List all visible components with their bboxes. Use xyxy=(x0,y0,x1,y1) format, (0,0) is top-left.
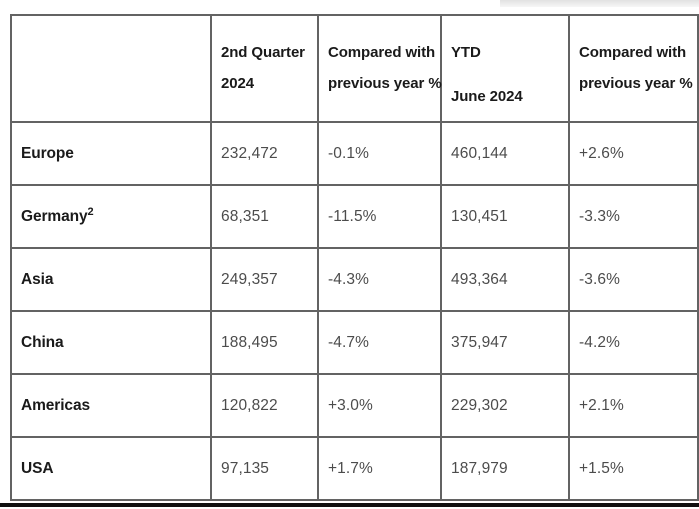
ytd-vs-prev-year-value: +2.1% xyxy=(568,373,699,438)
ytd-vs-prev-year-value: +1.5% xyxy=(568,436,699,501)
ytd-june-2024-value: 229,302 xyxy=(440,373,570,438)
region-label: USA xyxy=(10,436,212,501)
table-row-europe: Europe 232,472 -0.1% 460,144 +2.6% xyxy=(10,121,699,186)
ytd-vs-prev-year-value: -3.3% xyxy=(568,184,699,249)
column-header-ytd-vs-prev-year: Compared with previous year % xyxy=(568,14,699,123)
column-header-ytd-june-2024: YTD June 2024 xyxy=(440,14,570,123)
q2-vs-prev-year-value: -4.3% xyxy=(317,247,442,312)
bottom-divider-rule xyxy=(0,503,699,507)
q2-vs-prev-year-value: +3.0% xyxy=(317,373,442,438)
q2-vs-prev-year-value: -11.5% xyxy=(317,184,442,249)
ytd-june-2024-value: 493,364 xyxy=(440,247,570,312)
column-header-q2-2024: 2nd Quarter 2024 xyxy=(210,14,319,123)
column-header-q2-vs-prev-year: Compared with previous year % xyxy=(317,14,442,123)
q2-vs-prev-year-value: -4.7% xyxy=(317,310,442,375)
region-label: China xyxy=(10,310,212,375)
q2-2024-value: 120,822 xyxy=(210,373,319,438)
q2-2024-value: 249,357 xyxy=(210,247,319,312)
ytd-june-2024-value: 460,144 xyxy=(440,121,570,186)
table-row-usa: USA 97,135 +1.7% 187,979 +1.5% xyxy=(10,436,699,501)
ytd-june-2024-value: 375,947 xyxy=(440,310,570,375)
footnote-superscript: 2 xyxy=(87,205,94,218)
table-row-americas: Americas 120,822 +3.0% 229,302 +2.1% xyxy=(10,373,699,438)
ytd-vs-prev-year-value: -4.2% xyxy=(568,310,699,375)
sales-by-region-table: 2nd Quarter 2024 Compared with previous … xyxy=(10,14,699,501)
region-label: Americas xyxy=(10,373,212,438)
ytd-june-2024-value: 130,451 xyxy=(440,184,570,249)
q2-2024-value: 68,351 xyxy=(210,184,319,249)
table-row-china: China 188,495 -4.7% 375,947 -4.2% xyxy=(10,310,699,375)
ytd-june-2024-value: 187,979 xyxy=(440,436,570,501)
q2-vs-prev-year-value: +1.7% xyxy=(317,436,442,501)
ytd-vs-prev-year-value: -3.6% xyxy=(568,247,699,312)
region-label: Europe xyxy=(10,121,212,186)
table-header-row: 2nd Quarter 2024 Compared with previous … xyxy=(10,14,699,123)
ytd-vs-prev-year-value: +2.6% xyxy=(568,121,699,186)
screenshot-edge-artifact xyxy=(500,0,699,7)
table-row-asia: Asia 249,357 -4.3% 493,364 -3.6% xyxy=(10,247,699,312)
table-row-germany: Germany2 68,351 -11.5% 130,451 -3.3% xyxy=(10,184,699,249)
q2-2024-value: 97,135 xyxy=(210,436,319,501)
region-label: Asia xyxy=(10,247,212,312)
q2-2024-value: 188,495 xyxy=(210,310,319,375)
q2-vs-prev-year-value: -0.1% xyxy=(317,121,442,186)
region-label: Germany2 xyxy=(10,184,212,249)
q2-2024-value: 232,472 xyxy=(210,121,319,186)
column-header-region xyxy=(10,14,212,123)
